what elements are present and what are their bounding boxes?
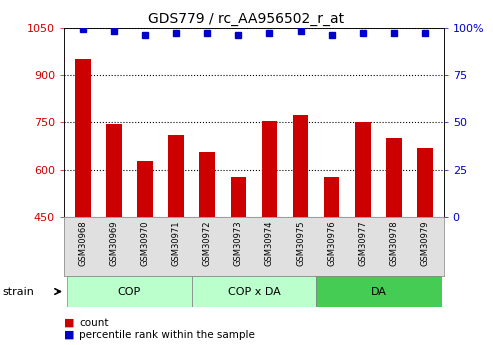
Text: GSM30973: GSM30973 (234, 220, 243, 266)
Bar (324, 177, 340, 217)
Text: ■: ■ (64, 330, 74, 339)
Text: GSM30975: GSM30975 (296, 220, 305, 266)
Text: GSM30977: GSM30977 (358, 220, 367, 266)
Text: GSM30978: GSM30978 (389, 220, 398, 266)
Bar (417, 148, 433, 217)
Text: COP: COP (118, 287, 141, 296)
Text: GSM30979: GSM30979 (421, 220, 429, 266)
Bar (192, 276, 316, 307)
Bar (168, 135, 184, 217)
Text: percentile rank within the sample: percentile rank within the sample (79, 330, 255, 339)
Text: GSM30971: GSM30971 (172, 220, 180, 266)
Text: GSM30969: GSM30969 (109, 220, 118, 266)
Bar (386, 138, 402, 217)
Bar (106, 124, 122, 217)
Bar (355, 122, 371, 217)
Text: GSM30976: GSM30976 (327, 220, 336, 266)
Bar (200, 151, 215, 217)
Text: GSM30970: GSM30970 (141, 220, 149, 266)
Text: COP x DA: COP x DA (228, 287, 280, 296)
Bar (293, 115, 308, 217)
Bar (262, 121, 277, 217)
Text: GSM30974: GSM30974 (265, 220, 274, 266)
Text: count: count (79, 318, 108, 327)
Bar (316, 276, 441, 307)
Text: ■: ■ (64, 318, 74, 327)
Bar (67, 276, 192, 307)
Text: DA: DA (370, 287, 387, 296)
Text: strain: strain (2, 287, 35, 296)
Bar (137, 161, 153, 217)
Text: GSM30968: GSM30968 (78, 220, 87, 266)
Bar (75, 59, 91, 217)
Text: GSM30972: GSM30972 (203, 220, 211, 266)
Text: GDS779 / rc_AA956502_r_at: GDS779 / rc_AA956502_r_at (148, 12, 345, 26)
Bar (231, 177, 246, 217)
